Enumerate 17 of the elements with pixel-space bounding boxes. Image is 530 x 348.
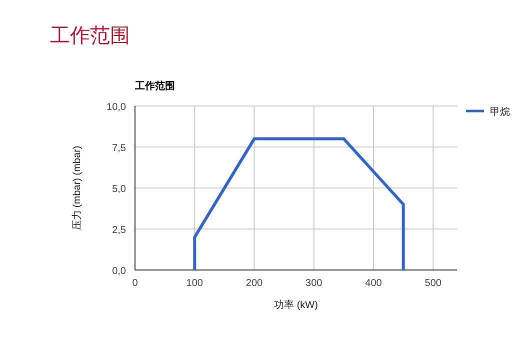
x-tick-label: 300 xyxy=(306,278,323,289)
chart-subtitle: 工作范围 xyxy=(134,80,175,92)
line-series xyxy=(193,137,405,272)
y-tick-label: 5,0 xyxy=(112,184,126,195)
x-axis-title: 功率 (kW) xyxy=(274,299,318,311)
x-tick-label: 0 xyxy=(132,278,138,289)
y-tick-label: 10,0 xyxy=(106,102,126,113)
chart-title: 工作范围 xyxy=(50,25,130,47)
y-tick-label: 7,5 xyxy=(112,143,126,154)
legend-label: 甲烷 xyxy=(490,106,510,118)
y-tick-label: 0,0 xyxy=(112,266,126,277)
y-axis-title: 压力 (mbar) (mbar) xyxy=(71,146,83,230)
x-tick-label: 400 xyxy=(365,278,382,289)
y-tick-label: 2,5 xyxy=(112,225,126,236)
x-tick-label: 500 xyxy=(424,278,442,289)
x-tick-label: 100 xyxy=(186,278,204,289)
x-tick-label: 200 xyxy=(246,278,264,289)
